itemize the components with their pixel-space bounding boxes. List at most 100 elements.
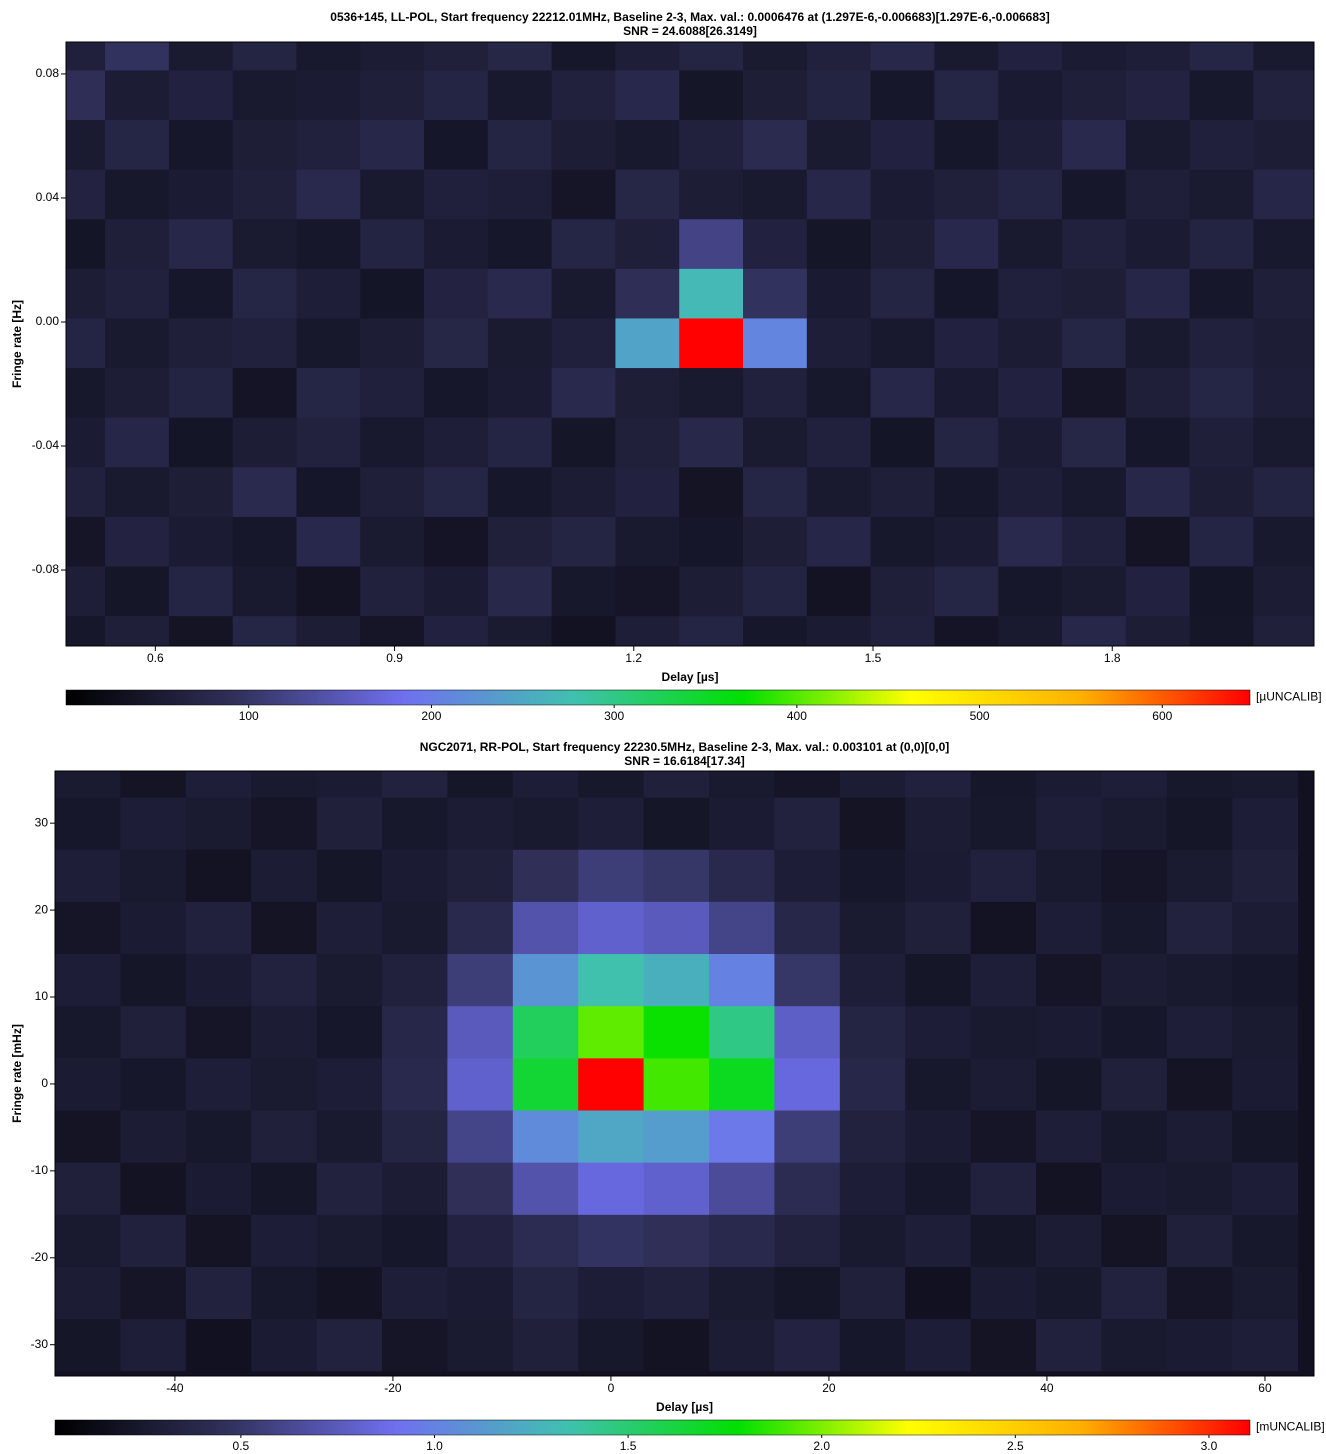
heatmap-cell [839,901,906,955]
heatmap-cell [679,516,744,567]
y-tick-label: 10 [35,989,49,1003]
heatmap-cell [120,901,187,955]
heatmap-cell [1125,516,1191,567]
heatmap-cell [1036,1110,1102,1163]
heatmap-cell [774,1162,841,1215]
heatmap-cell [1125,69,1191,121]
heatmap-cell [643,1162,710,1215]
heatmap-cell [251,1318,318,1372]
colorbar-tick-label: 2.0 [813,1439,830,1453]
heatmap-cell [743,268,808,319]
heatmap-cell [806,268,872,319]
heatmap-cell [316,797,383,850]
heatmap-cell [1232,849,1299,902]
heatmap-cell [970,797,1037,850]
heatmap-cell [105,466,170,517]
heatmap-cell [1101,1005,1168,1059]
heatmap-cell [905,1005,972,1059]
heatmap-cell [1062,566,1127,617]
heatmap-cell [970,1110,1037,1163]
heatmap-cell [296,516,361,567]
x-tick-label: 1.5 [865,651,882,665]
heatmap-cell [66,466,106,517]
heatmap-cell [447,1162,514,1215]
heatmap-cell [839,1318,906,1372]
heatmap-cell [447,1214,514,1267]
heatmap-cell [316,771,383,798]
heatmap-cell [360,268,425,319]
heatmap-cell [105,42,170,71]
heatmap-cell [615,566,680,617]
heatmap-cell [578,953,645,1007]
heatmap-cell [934,566,999,617]
heatmap-cell [1036,1214,1102,1267]
heatmap-cell [447,849,514,902]
heatmap-cell [185,1057,252,1111]
heatmap-cell [512,1318,579,1372]
heatmap-cell [360,367,425,418]
heatmap-cell [679,367,744,418]
heatmap-cell [424,516,489,567]
heatmap-cell [970,771,1037,798]
y-tick-label: 0 [41,1076,48,1090]
heatmap-cell [643,1005,710,1059]
heatmap-cell [998,317,1063,369]
heatmap-cell [1166,1057,1233,1111]
heatmap-cell [1166,1266,1233,1320]
colorbar-tick-label: 300 [604,709,624,723]
heatmap-cell [1101,797,1168,850]
heatmap-cell [232,615,297,646]
heatmap-cell [168,367,234,418]
heatmap-cell [934,367,999,418]
heatmap-cell [709,1162,775,1215]
y-tick-label: -30 [31,1337,49,1351]
heatmap-cell [66,516,106,567]
heatmap-cell [578,1162,645,1215]
heatmap-cell [743,218,808,269]
heatmap-cell [1253,119,1314,170]
heatmap-cell [1253,566,1314,617]
heatmap-cell [382,1318,448,1372]
heatmap-cell [774,1266,841,1320]
heatmap-cell [905,1162,972,1215]
heatmap-cell [1189,42,1254,71]
heatmap-cell [806,466,872,517]
heatmap-cell [709,771,775,798]
heatmap-cell [806,317,872,369]
heatmap-cell [551,169,616,220]
heatmap-cell [679,169,744,220]
heatmap-cell [105,566,170,617]
heatmap-cell [1036,771,1102,798]
heatmap-cell [578,1057,645,1111]
x-tick-label: 0.6 [147,651,164,665]
heatmap-cell [382,1162,448,1215]
heatmap-cell [709,1214,775,1267]
heatmap-cell [296,417,361,468]
heatmap-cell [55,1214,121,1267]
heatmap-cell [1189,268,1254,319]
heatmap-cell [1036,1318,1102,1372]
heatmap-cell [185,771,252,798]
x-tick-label: 20 [822,1381,836,1395]
heatmap-cell [55,771,121,798]
heatmap-cell [870,516,935,567]
heatmap-cell [709,1318,775,1372]
heatmap-cell [512,1266,579,1320]
heatmap-cell [1101,1057,1168,1111]
heatmap-cell [615,42,680,71]
heatmap-cell [120,1162,187,1215]
heatmap-cell [251,771,318,798]
heatmap-cell [774,901,841,955]
heatmap-cell [512,771,579,798]
heatmap-cell [316,849,383,902]
heatmap-cell [839,1005,906,1059]
heatmap-cell [66,317,106,369]
heatmap-cell [551,42,616,71]
heatmap-cell [168,42,234,71]
chart-title: 0536+145, LL-POL, Start frequency 22212.… [330,10,1049,24]
heatmap-cell [743,615,808,646]
x-tick-label: -20 [384,1381,402,1395]
heatmap-cell [1253,268,1314,319]
heatmap-cell [487,417,553,468]
heatmap-cell [316,901,383,955]
